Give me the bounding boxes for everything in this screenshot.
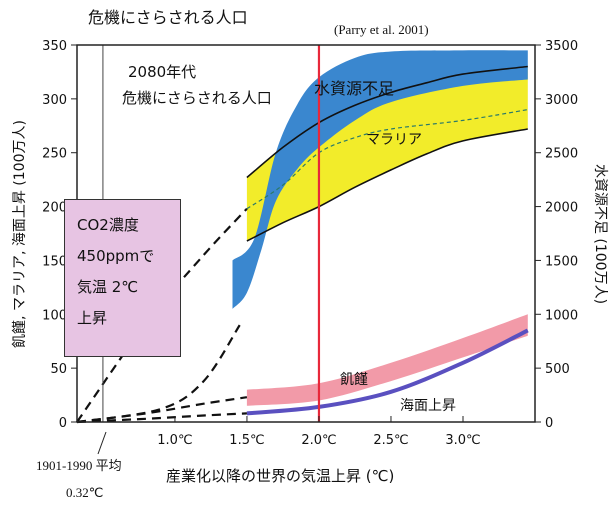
source-label: (Parry et al. 2001) [334,22,429,37]
hunger-dashed-line [76,396,248,424]
plot-layer [76,45,529,424]
label-water: 水資源不足 [314,79,394,98]
co2-note-line2: 450ppmで [77,247,155,265]
note-2080-line2: 危機にさらされる人口 [122,89,272,107]
malaria-lower-line [246,128,528,242]
y-left-tick-label: 50 [50,362,67,377]
y-right-tick-label: 3500 [545,39,578,54]
y-left-tick-label: 0 [59,416,67,431]
label-hunger: 飢饉 [340,371,368,388]
y-axis-left-label: 飢饉, マラリア, 海面上昇 (100万人) [11,120,28,348]
note-2080-line1: 2080年代 [128,63,196,81]
y-right-tick-label: 500 [545,362,570,377]
y-right-tick-label: 3000 [545,93,578,108]
co2-note-line4: 上昇 [77,309,108,327]
x-tick-label: 2.5℃ [373,433,408,448]
y-axis-right-label: 水資源不足 (100万人) [592,164,608,304]
baseline-pointer [97,431,107,455]
baseline-label-line1: 1901-1990 平均 [36,458,122,473]
label-sea: 海面上昇 [400,398,456,414]
y-right-tick-label: 1000 [545,308,578,323]
co2-note-line1: CO2濃度 [77,216,139,234]
y-right-tick-label: 2500 [545,147,578,162]
y-left-tick-label: 150 [42,254,67,269]
x-tick-label: 1.5℃ [229,433,264,448]
co2-note-box: CO2濃度 450ppmで 気温 2℃ 上昇 [64,199,181,357]
x-axis-label: 産業化以降の世界の気温上昇 (℃) [166,467,394,485]
x-tick-label: 2.0℃ [301,433,336,448]
chart-title: 危機にさらされる人口 [88,8,248,27]
water-band [232,50,528,309]
y-left-tick-label: 100 [42,308,67,323]
y-left-tick-label: 200 [42,201,67,216]
y-left-tick-label: 300 [42,93,67,108]
sea-level-line [246,328,529,416]
baseline-label-line2: 0.32℃ [66,485,103,500]
y-right-tick-label: 0 [545,416,553,431]
x-tick-label: 1.0℃ [157,433,192,448]
x-tick-label: 3.0℃ [445,433,480,448]
sea-dashed-line [76,412,247,424]
malaria-band [246,66,528,241]
y-right-tick-label: 1500 [545,254,578,269]
co2-note-line3: 気温 2℃ [77,278,139,296]
hunger-band [246,314,528,406]
y-left-tick-label: 350 [42,39,67,54]
y-left-tick-label: 250 [42,147,67,162]
y-right-tick-label: 2000 [545,201,578,216]
malaria-upper-line [246,65,528,179]
malaria-middle-line [246,109,528,210]
label-malaria: マラリア [366,132,422,148]
